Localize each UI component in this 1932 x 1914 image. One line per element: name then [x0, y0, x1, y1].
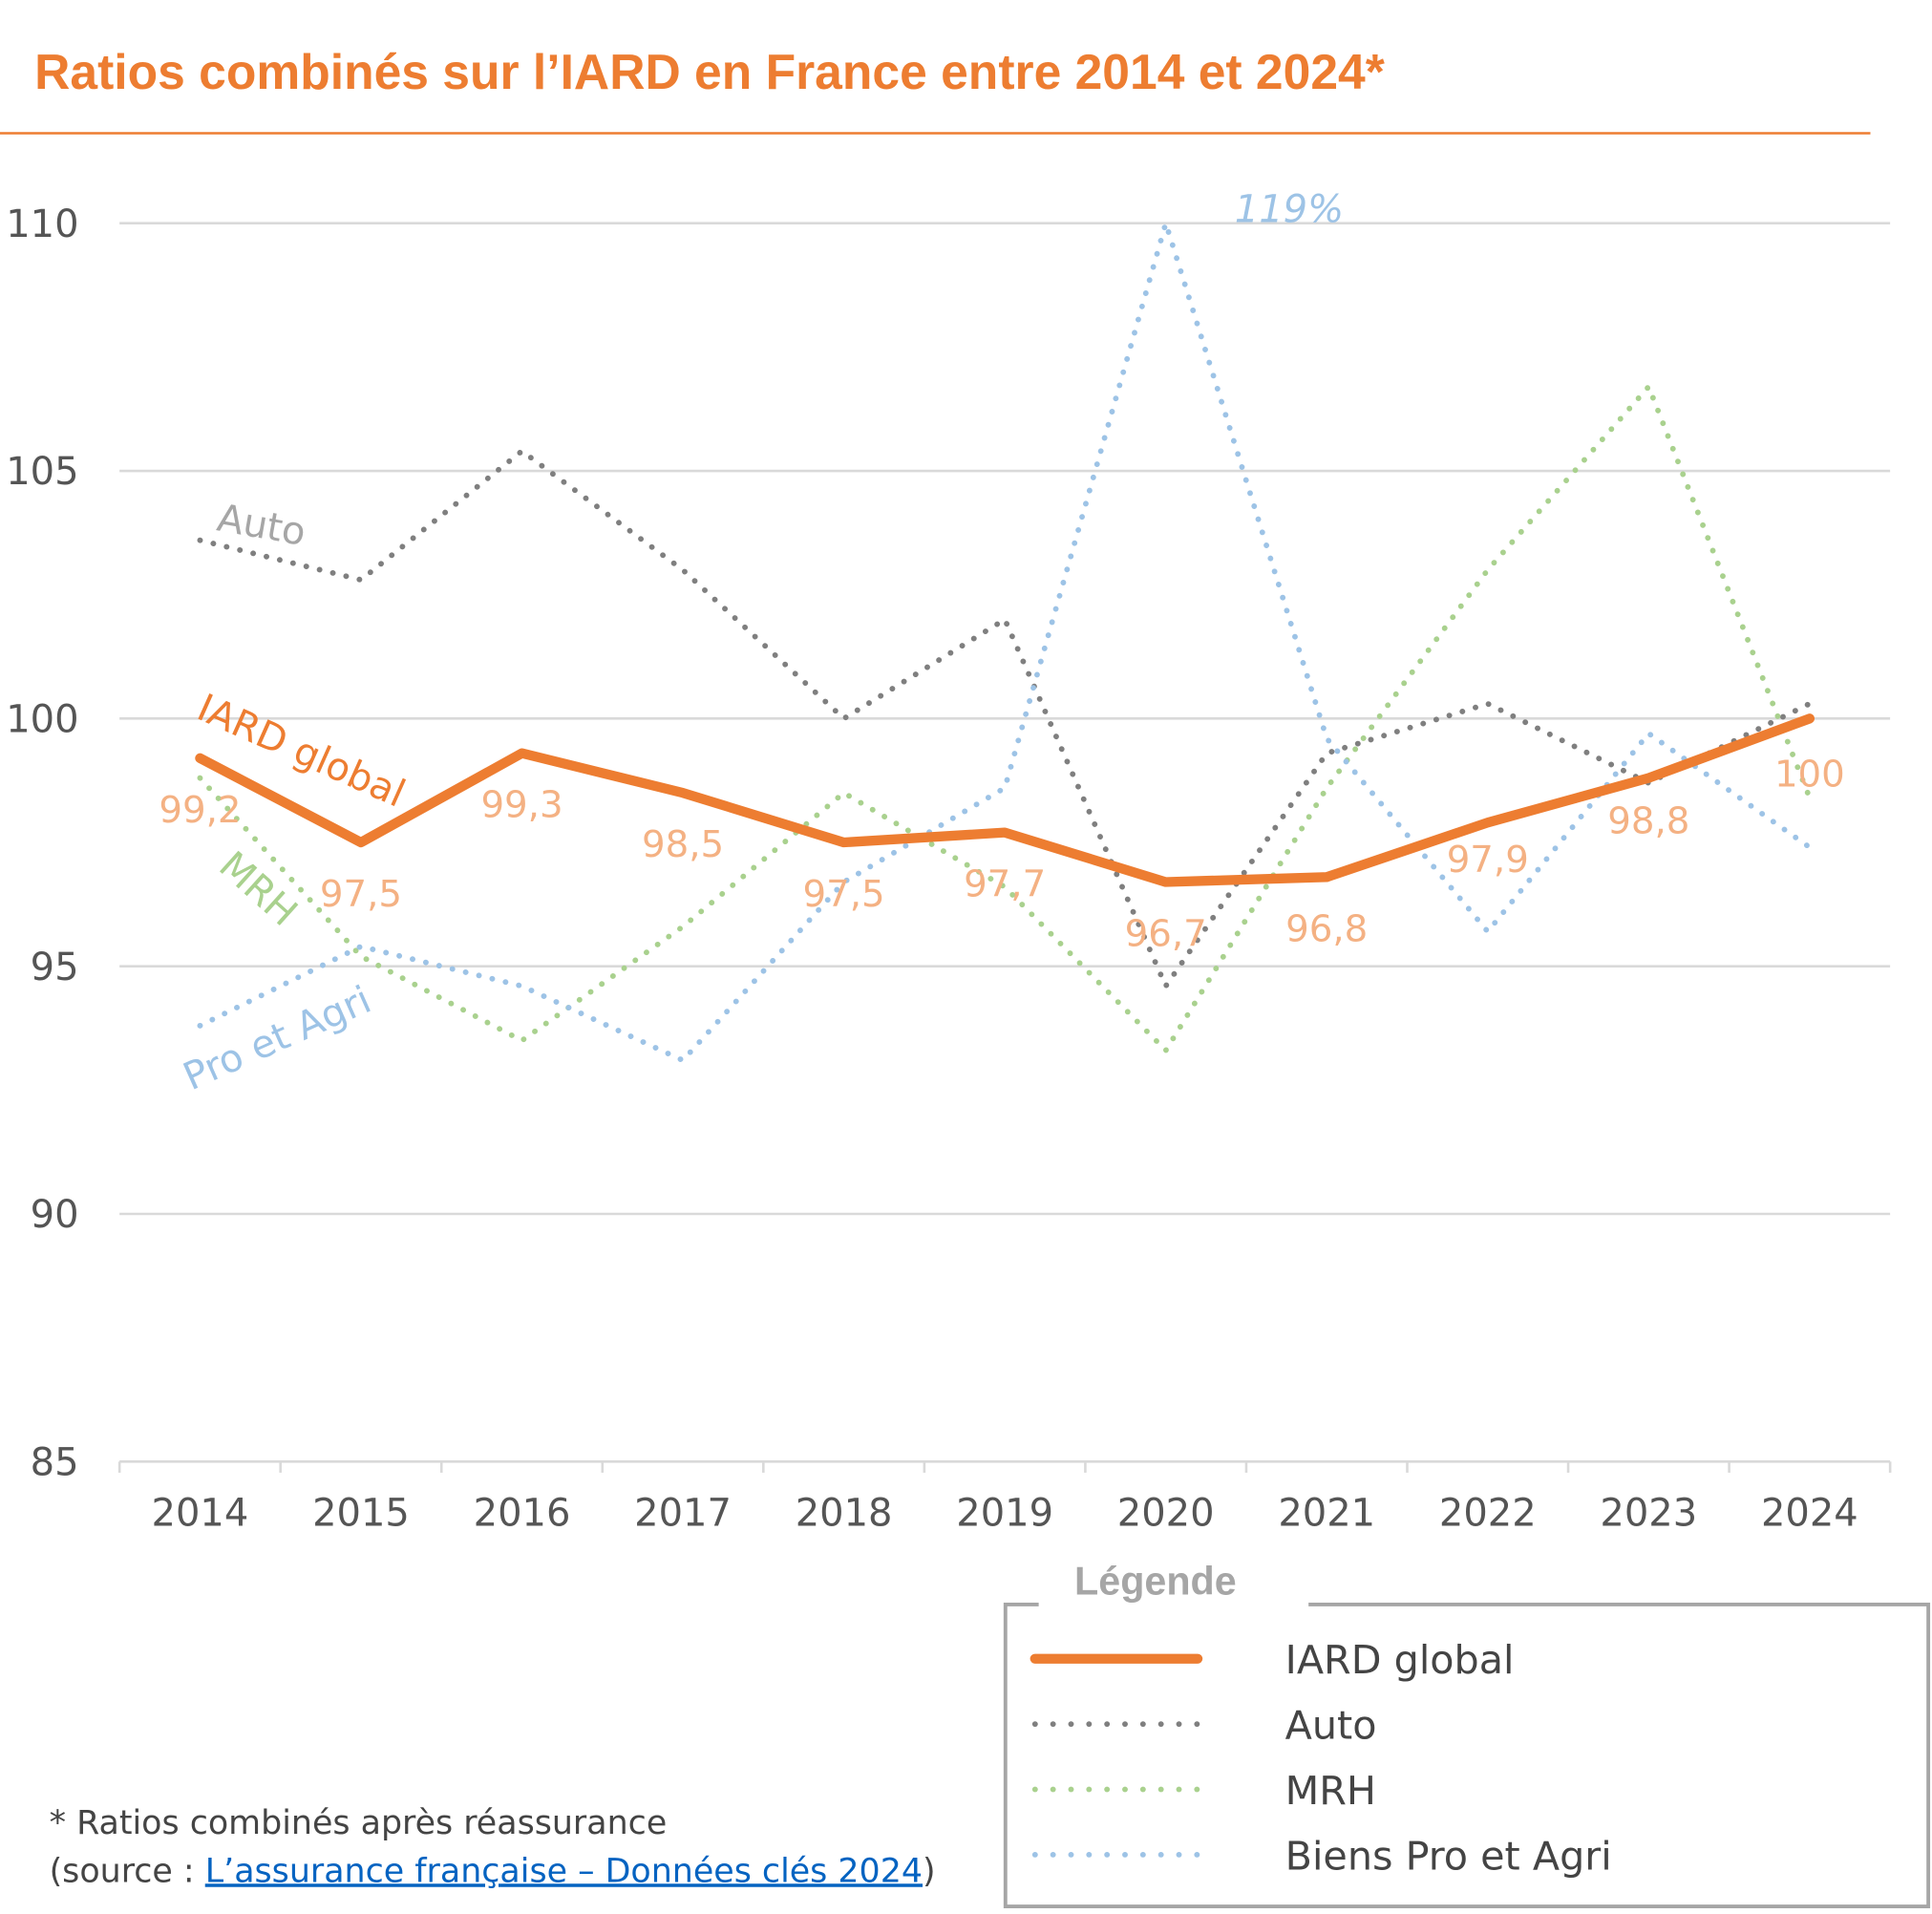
data-label: 99,2	[159, 789, 241, 832]
x-tick-label: 2019	[956, 1491, 1053, 1535]
legend-label: Auto	[1285, 1703, 1377, 1749]
footnote-source: (source : L’assurance française – Donnée…	[50, 1852, 936, 1890]
x-tick-label: 2023	[1600, 1491, 1697, 1535]
data-label: 98,5	[642, 823, 724, 866]
axes: 85 90 95 100 105 110 2014 2015 2016 2017 2018 2019 2…	[6, 202, 1892, 1535]
footnote-line1: * Ratios combinés après réassurance	[50, 1804, 668, 1842]
gridlines	[119, 222, 1891, 1216]
data-label: 99,3	[480, 784, 563, 827]
x-tick-label: 2016	[474, 1491, 571, 1535]
data-label: 96,7	[1125, 913, 1207, 956]
x-tick-label: 2021	[1278, 1491, 1375, 1535]
y-tick-label: 100	[6, 698, 78, 742]
x-tick-label: 2018	[796, 1491, 893, 1535]
series-line-iard-global	[195, 713, 1815, 887]
series-line-mrh	[197, 383, 1813, 1053]
chart-title: Ratios combinés sur l’IARD en France ent…	[34, 44, 1386, 99]
x-tick-label: 2015	[312, 1491, 410, 1535]
legend-label: IARD global	[1285, 1637, 1515, 1683]
legend-border	[1003, 1603, 1931, 1909]
x-tick-label: 2017	[634, 1491, 732, 1535]
data-labels: 99,2 97,5 99,3 98,5 97,5 97,7 96,7 96,8 97,9 98,8…	[159, 753, 1844, 955]
y-tick-label: 85	[31, 1441, 79, 1485]
data-label: 97,7	[964, 863, 1046, 906]
data-label: 97,5	[320, 873, 402, 916]
annotation-pro: Pro et Agri	[177, 978, 377, 1099]
footnote-suffix: )	[923, 1852, 936, 1890]
source-link[interactable]: L’assurance française – Données clés 202…	[205, 1852, 923, 1890]
data-label: 98,8	[1607, 800, 1689, 843]
legend-label: MRH	[1285, 1768, 1376, 1814]
series-line-biens-pro-et-agri	[197, 220, 1813, 1064]
footnote-prefix: (source :	[50, 1852, 205, 1890]
data-label: 97,5	[803, 873, 885, 916]
data-label: 97,9	[1447, 839, 1529, 882]
annotation-peak: 119%	[1235, 187, 1344, 231]
annotation-mrh: MRH	[210, 843, 305, 935]
y-tick-label: 95	[31, 946, 79, 989]
series-group	[195, 220, 1815, 1064]
data-label: 100	[1774, 753, 1845, 796]
x-tick-label: 2014	[152, 1491, 249, 1535]
legend: Légende IARD global Auto MRH Biens Pro et A…	[1003, 1560, 1931, 1909]
x-tick-label: 2020	[1117, 1491, 1215, 1535]
y-tick-label: 105	[6, 450, 78, 494]
legend-label: Biens Pro et Agri	[1285, 1833, 1612, 1879]
x-tick-label: 2022	[1439, 1491, 1537, 1535]
y-tick-label: 90	[31, 1193, 79, 1237]
data-label: 96,8	[1285, 907, 1368, 950]
series-line-auto	[197, 448, 1813, 989]
legend-title: Légende	[1074, 1560, 1237, 1604]
y-tick-label: 110	[6, 202, 78, 246]
x-tick-label: 2024	[1761, 1491, 1858, 1535]
